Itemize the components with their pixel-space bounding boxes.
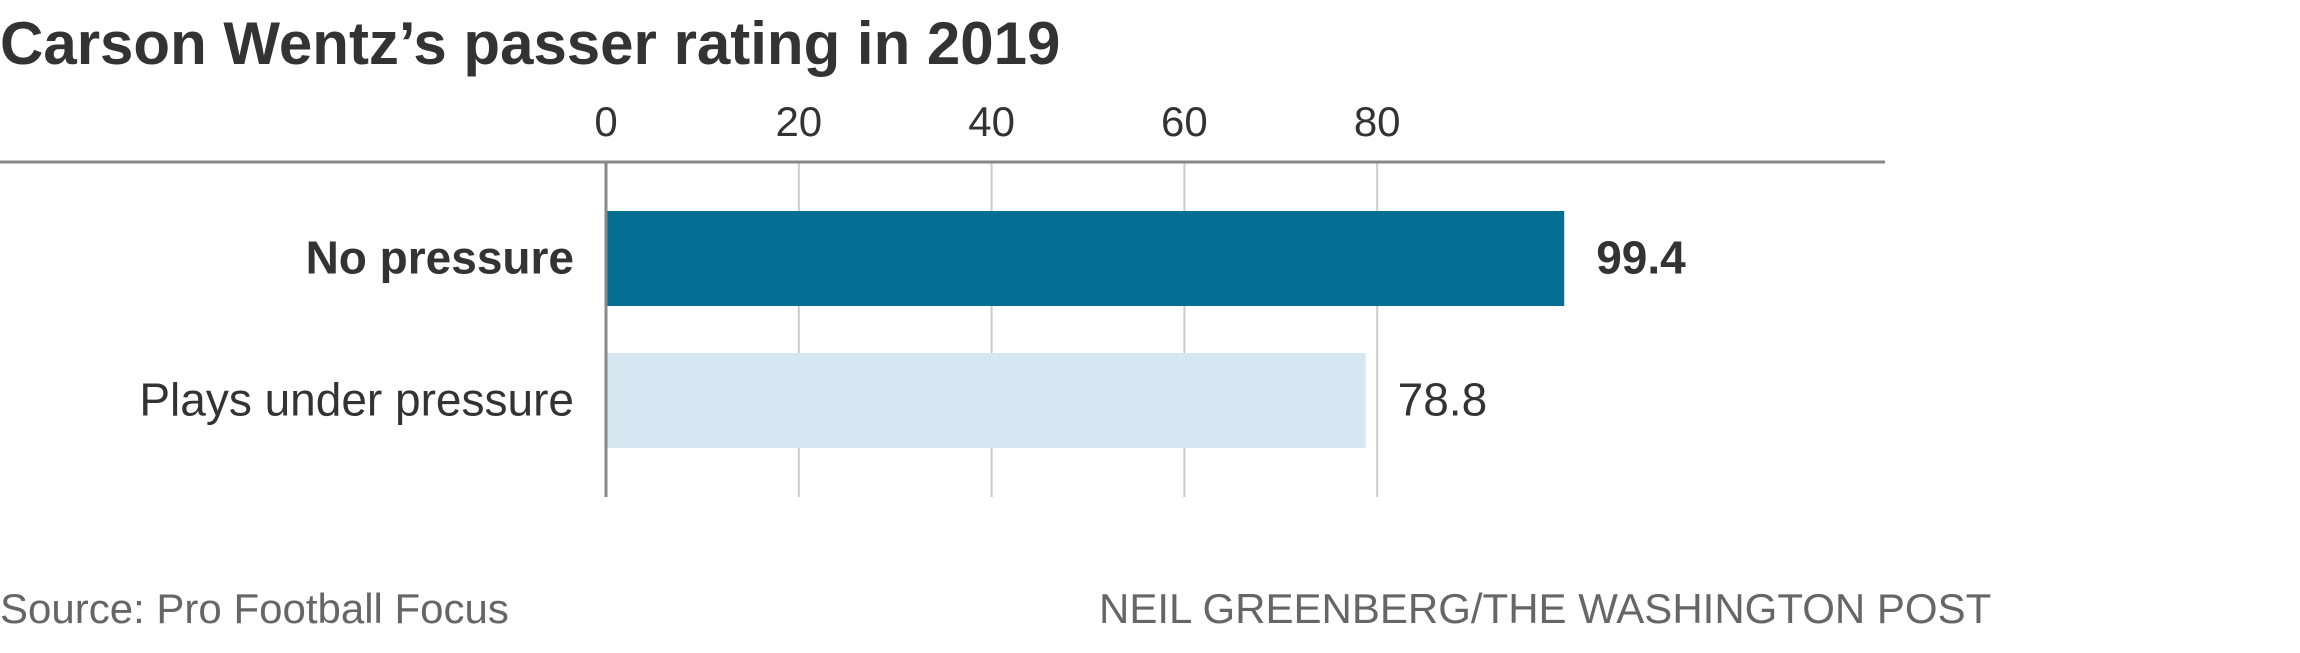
category-label: Plays under pressure bbox=[139, 374, 574, 426]
data-label: 78.8 bbox=[1398, 374, 1488, 426]
x-tick-label: 80 bbox=[1354, 98, 1401, 145]
category-labels: No pressure Plays under pressure bbox=[139, 232, 574, 426]
category-label: No pressure bbox=[306, 232, 574, 284]
credit-note: NEIL GREENBERG/THE WASHINGTON POST bbox=[1099, 585, 1992, 632]
x-tick-label: 20 bbox=[775, 98, 822, 145]
value-labels: 99.4 78.8 bbox=[1398, 232, 1687, 426]
bar bbox=[606, 353, 1366, 448]
bar-chart: 0 20 40 60 80 No pressure Plays under pressur… bbox=[0, 98, 1885, 497]
bars bbox=[606, 211, 1565, 448]
bar bbox=[606, 211, 1565, 306]
chart-title: Carson Wentz’s passer rating in 2019 bbox=[0, 10, 1061, 77]
x-tick-label: 40 bbox=[968, 98, 1015, 145]
x-tick-label: 0 bbox=[594, 98, 617, 145]
data-label: 99.4 bbox=[1596, 232, 1686, 284]
x-tick-labels: 0 20 40 60 80 bbox=[594, 98, 1400, 145]
source-note: Source: Pro Football Focus bbox=[0, 585, 509, 632]
x-tick-label: 60 bbox=[1161, 98, 1208, 145]
